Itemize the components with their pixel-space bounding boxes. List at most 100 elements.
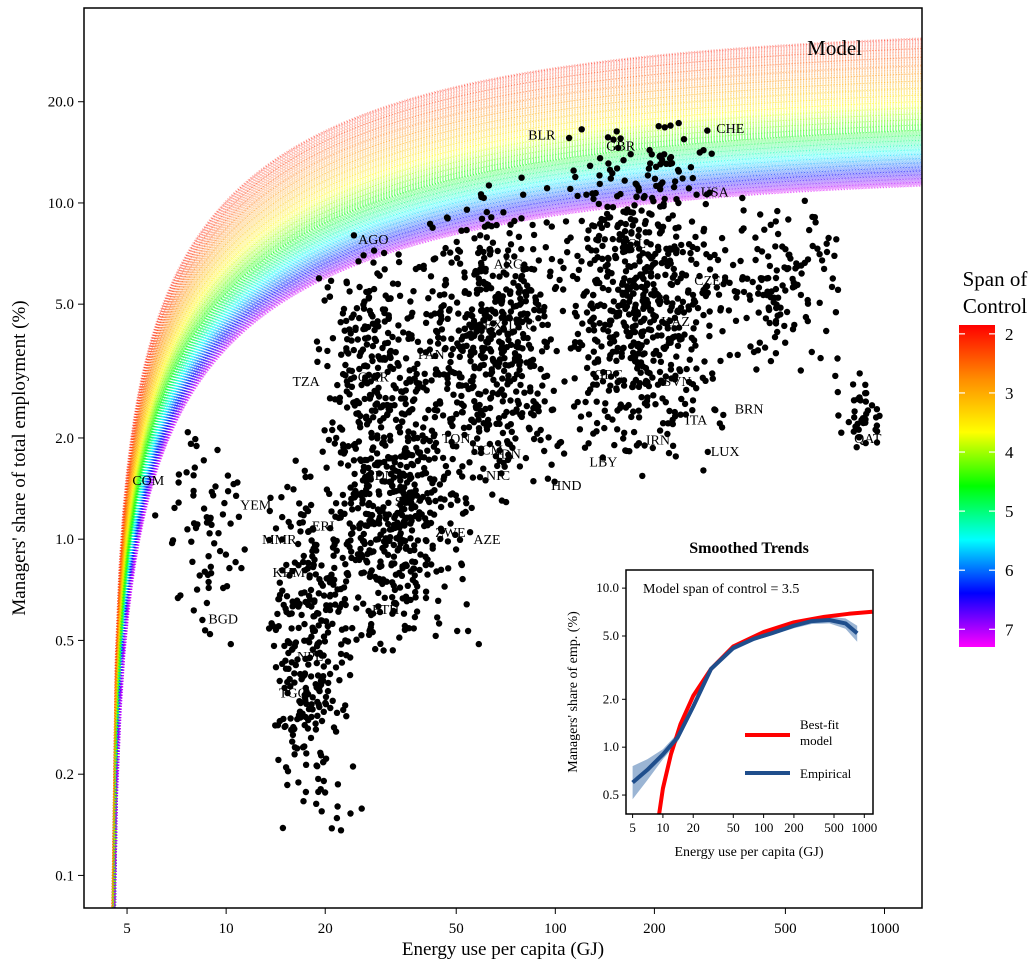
empirical-point [414,583,421,590]
inset-annotation: Model span of control = 3.5 [643,582,799,597]
empirical-point [329,426,336,434]
empirical-point [406,475,414,483]
country-label: YEM [240,498,272,513]
empirical-point [475,640,482,648]
empirical-point [801,197,808,204]
empirical-point [359,553,366,560]
empirical-point [845,418,852,426]
empirical-point [349,763,357,770]
empirical-point [832,372,839,380]
empirical-point [470,383,477,390]
country-label: PAN [418,348,445,363]
empirical-point [604,134,612,141]
model-band-curve [112,129,922,908]
empirical-point [395,468,402,476]
empirical-point [772,320,780,327]
empirical-point [360,252,367,259]
empirical-point [232,492,240,499]
empirical-point [387,295,394,302]
empirical-point [396,374,404,382]
empirical-point [582,398,589,406]
empirical-point [498,339,505,347]
empirical-point [700,467,707,474]
model-span-curve [113,129,922,908]
empirical-point [611,245,619,253]
empirical-point [411,365,418,372]
model-span-curve [113,107,922,908]
empirical-point [471,448,478,456]
empirical-point [389,647,396,654]
model-band-curve [112,116,922,908]
empirical-point [663,298,671,306]
main-x-tick-label: 500 [774,921,797,937]
model-span-curve [113,153,922,908]
empirical-point [482,268,489,275]
empirical-point [354,336,361,343]
inset-y-axis-title: Managers' share of emp. (%) [566,611,581,773]
empirical-point [377,424,385,431]
empirical-point [496,273,503,280]
empirical-point [397,501,404,508]
empirical-point [407,520,414,527]
empirical-point [324,362,331,370]
empirical-point [457,374,464,381]
empirical-point [675,119,682,127]
empirical-point [290,486,297,493]
empirical-point [429,288,436,295]
empirical-point [337,460,344,467]
empirical-point [414,457,422,465]
empirical-point [700,228,707,235]
empirical-point [525,424,533,431]
empirical-point [454,340,461,347]
empirical-point [540,307,547,315]
model-span-curve [113,158,922,908]
empirical-point [453,238,460,246]
empirical-point [557,258,564,265]
empirical-point [590,348,597,355]
empirical-point [690,325,697,332]
empirical-point [643,338,650,345]
empirical-point [282,605,289,612]
empirical-point [354,505,362,512]
empirical-point [459,510,467,517]
empirical-point [432,439,440,447]
empirical-point [862,390,869,397]
empirical-point [222,551,230,558]
main-x-tick-label: 200 [643,921,666,937]
empirical-point [659,420,667,427]
empirical-point [667,280,674,288]
empirical-point [774,328,781,336]
empirical-point [390,365,397,373]
empirical-point [384,410,391,418]
empirical-point [641,442,648,449]
empirical-point [343,713,350,720]
empirical-point [759,275,766,282]
empirical-point [541,447,548,455]
empirical-point [309,646,316,653]
empirical-point [570,403,578,410]
empirical-point [513,371,521,378]
empirical-point [324,629,332,636]
empirical-point [552,283,560,291]
empirical-point [379,440,386,447]
empirical-point [517,381,524,389]
empirical-point [584,235,591,243]
empirical-point [627,283,635,291]
empirical-point [530,435,538,443]
empirical-point [447,358,454,366]
empirical-point [304,565,311,572]
empirical-point [757,211,764,218]
empirical-point [471,363,478,370]
empirical-point [622,220,629,228]
empirical-point [654,273,661,280]
empirical-point [718,234,726,242]
empirical-point [435,334,442,341]
empirical-point [445,565,452,572]
empirical-point [485,421,493,428]
empirical-point [766,319,773,327]
empirical-point [311,556,318,563]
empirical-point [515,233,523,240]
model-span-curve [112,65,922,908]
empirical-point [344,336,351,343]
empirical-point [305,592,313,600]
